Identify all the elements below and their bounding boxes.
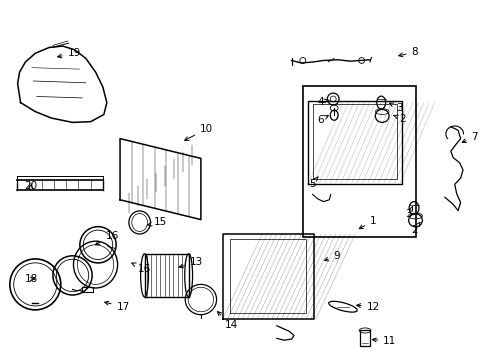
Text: 20: 20 <box>24 181 38 192</box>
Text: 8: 8 <box>399 47 418 57</box>
Text: 9: 9 <box>324 251 340 261</box>
Text: 2: 2 <box>394 114 406 124</box>
Text: 1: 1 <box>359 216 377 229</box>
Text: 13: 13 <box>179 257 203 268</box>
Bar <box>303 86 416 237</box>
Text: 6: 6 <box>318 114 328 125</box>
Text: 10: 10 <box>185 124 213 140</box>
Text: 16: 16 <box>96 231 119 245</box>
Text: 18: 18 <box>24 274 38 284</box>
Text: 17: 17 <box>105 301 130 312</box>
Text: 11: 11 <box>372 336 396 346</box>
Text: 19: 19 <box>58 48 81 58</box>
Text: 14: 14 <box>218 311 238 330</box>
Text: 4: 4 <box>317 96 329 107</box>
Text: 7: 7 <box>462 132 478 143</box>
Bar <box>360 330 370 346</box>
Text: 3: 3 <box>390 103 403 113</box>
Text: 16: 16 <box>132 263 151 274</box>
Text: 12: 12 <box>357 302 380 312</box>
Text: 3: 3 <box>405 206 413 219</box>
Text: 15: 15 <box>148 217 167 228</box>
Text: 5: 5 <box>309 177 318 189</box>
Text: 2: 2 <box>412 222 420 235</box>
